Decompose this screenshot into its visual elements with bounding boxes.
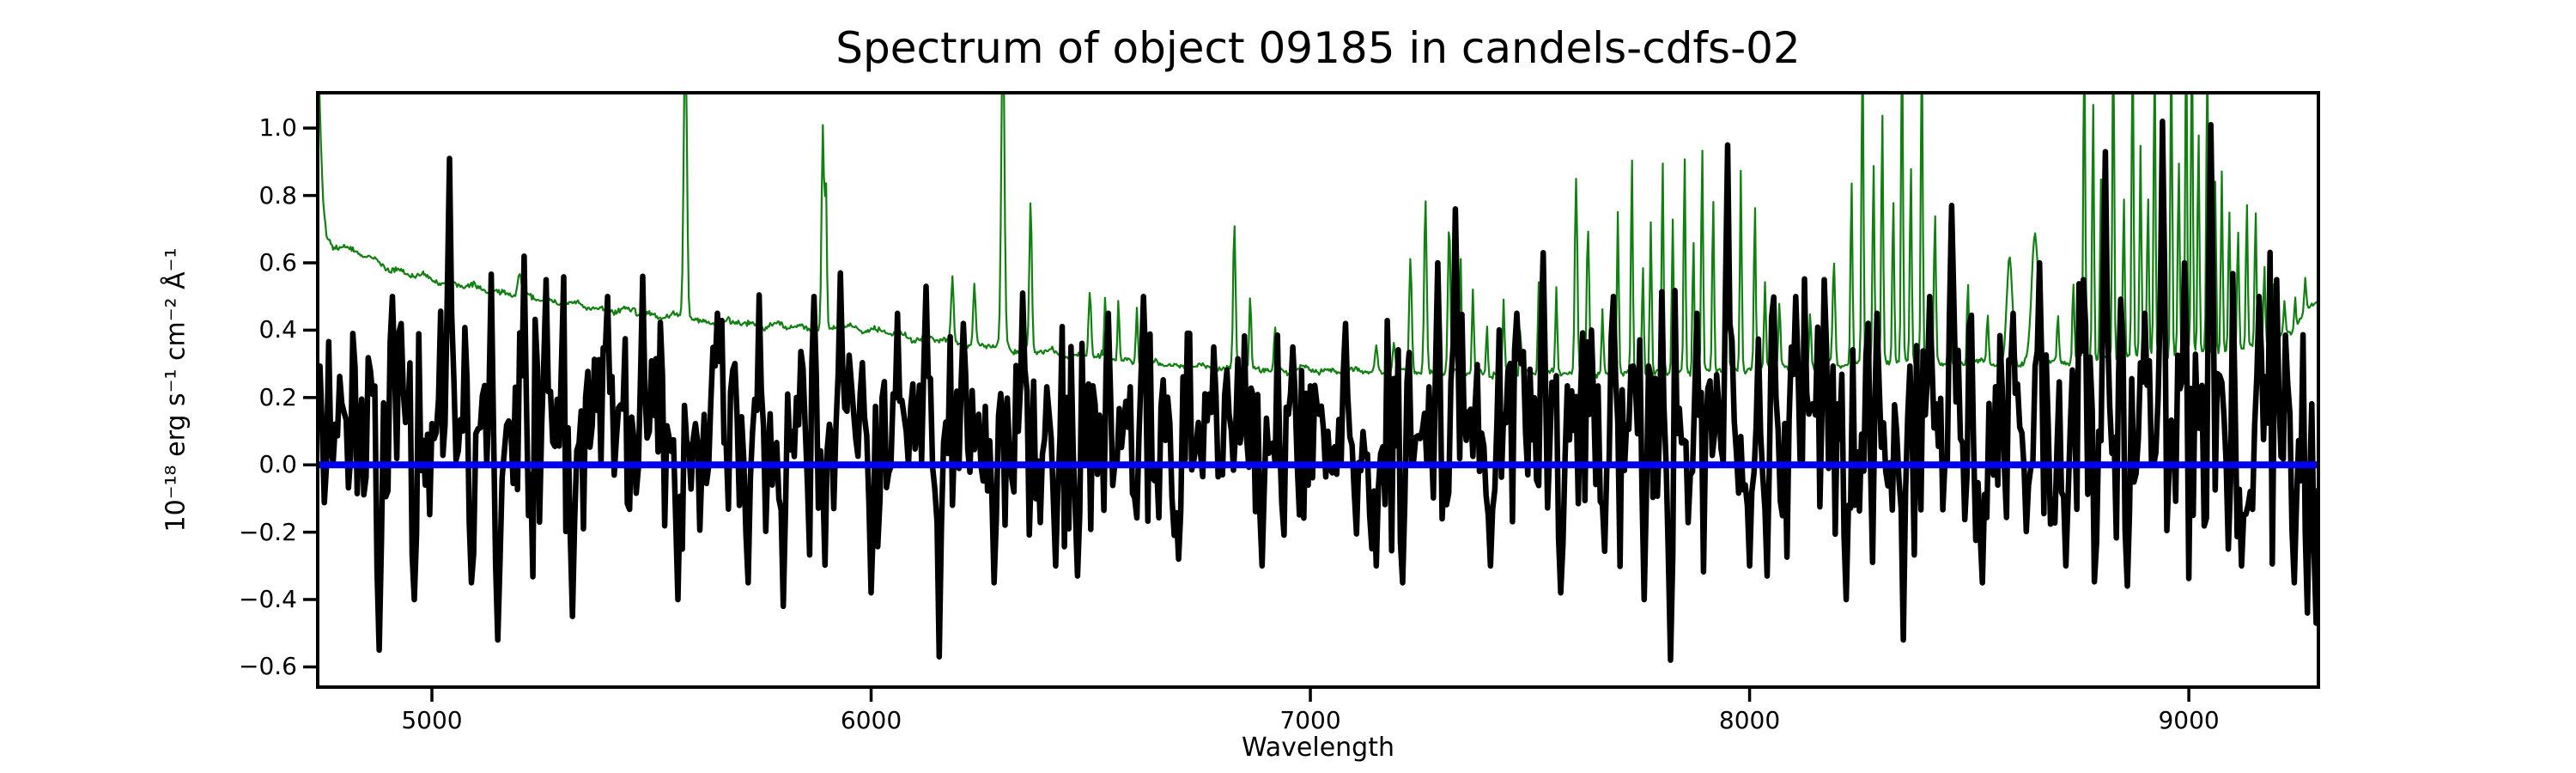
x-tick-label: 5000 xyxy=(401,706,463,734)
x-axis-ticks xyxy=(430,687,2190,702)
plot-title: Spectrum of object 09185 in candels-cdfs… xyxy=(835,23,1801,73)
x-axis-label: Wavelength xyxy=(1242,733,1394,763)
y-tick-label: 0.0 xyxy=(258,450,297,479)
y-tick-label: −0.4 xyxy=(239,585,297,614)
y-tick-label: −0.2 xyxy=(239,517,297,546)
y-tick-label: 0.6 xyxy=(258,247,297,277)
y-tick-label: 0.4 xyxy=(258,315,297,344)
y-tick-label: −0.6 xyxy=(239,652,297,681)
axes-frame xyxy=(316,91,2320,689)
noise-spectrum-line xyxy=(318,93,2318,380)
y-tick-label: 0.8 xyxy=(258,180,297,210)
y-tick-label: 0.2 xyxy=(258,382,297,411)
y-tick-label: 1.0 xyxy=(258,113,297,143)
flux-spectrum-line xyxy=(318,119,2318,663)
x-tick-label: 9000 xyxy=(2158,706,2220,734)
x-tick-label: 6000 xyxy=(840,706,902,734)
y-axis-ticks xyxy=(303,126,318,669)
x-tick-label: 7000 xyxy=(1279,706,1341,734)
x-tick-label: 8000 xyxy=(1718,706,1781,734)
